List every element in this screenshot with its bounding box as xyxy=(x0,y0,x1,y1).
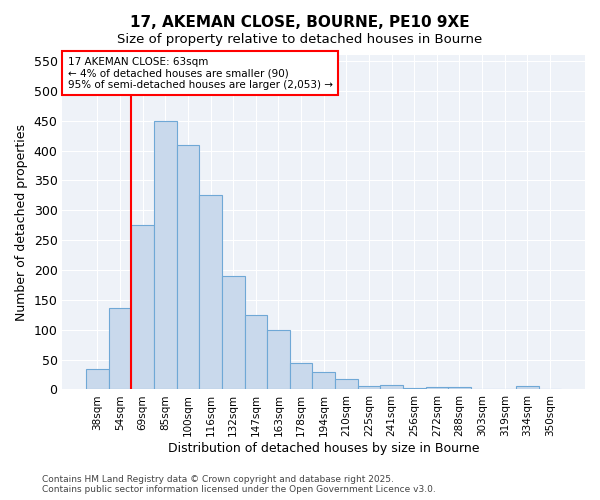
Text: Contains HM Land Registry data © Crown copyright and database right 2025.
Contai: Contains HM Land Registry data © Crown c… xyxy=(42,474,436,494)
Text: 17, AKEMAN CLOSE, BOURNE, PE10 9XE: 17, AKEMAN CLOSE, BOURNE, PE10 9XE xyxy=(130,15,470,30)
Bar xyxy=(335,378,358,390)
Bar xyxy=(154,120,176,390)
Bar xyxy=(199,196,222,390)
Bar xyxy=(109,308,131,390)
Bar xyxy=(471,389,493,390)
Bar xyxy=(516,386,539,390)
Text: 17 AKEMAN CLOSE: 63sqm
← 4% of detached houses are smaller (90)
95% of semi-deta: 17 AKEMAN CLOSE: 63sqm ← 4% of detached … xyxy=(68,56,332,90)
Bar xyxy=(403,388,425,390)
Bar xyxy=(425,387,448,390)
Bar xyxy=(358,386,380,390)
Bar xyxy=(290,362,313,390)
X-axis label: Distribution of detached houses by size in Bourne: Distribution of detached houses by size … xyxy=(168,442,479,455)
Bar xyxy=(176,144,199,390)
Bar xyxy=(313,372,335,390)
Y-axis label: Number of detached properties: Number of detached properties xyxy=(15,124,28,320)
Bar xyxy=(267,330,290,390)
Bar xyxy=(448,387,471,390)
Bar xyxy=(86,368,109,390)
Text: Size of property relative to detached houses in Bourne: Size of property relative to detached ho… xyxy=(118,32,482,46)
Bar xyxy=(131,225,154,390)
Bar xyxy=(245,315,267,390)
Bar xyxy=(222,276,245,390)
Bar xyxy=(380,384,403,390)
